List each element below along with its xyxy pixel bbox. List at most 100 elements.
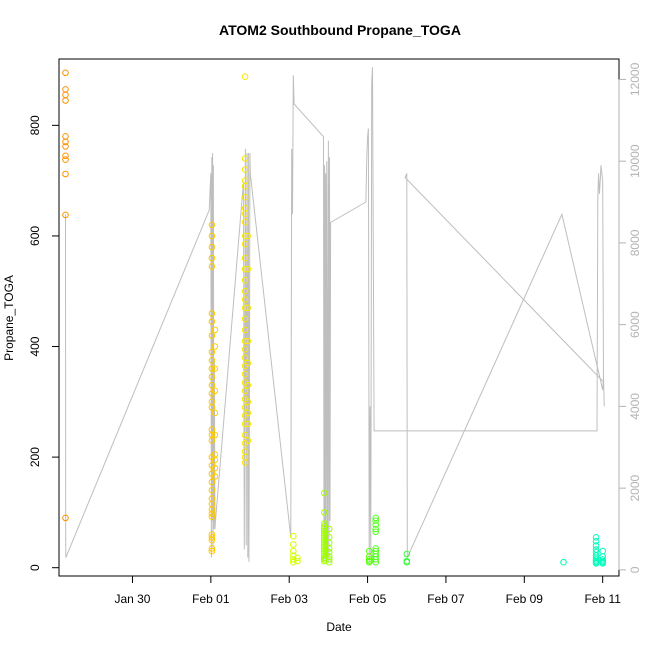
secondary-line-layer bbox=[65, 67, 605, 562]
data-point bbox=[208, 310, 216, 317]
y-tick-label: 800 bbox=[28, 115, 42, 135]
data-point bbox=[241, 387, 249, 395]
data-point bbox=[321, 539, 328, 546]
data-point bbox=[211, 456, 219, 464]
data-point bbox=[321, 509, 328, 516]
data-point bbox=[290, 558, 297, 566]
data-point bbox=[208, 545, 216, 552]
data-point bbox=[244, 437, 252, 444]
data-point bbox=[321, 522, 328, 530]
x-tick-label: Feb 11 bbox=[584, 592, 621, 606]
plot-frame bbox=[58, 58, 620, 577]
data-point bbox=[290, 547, 297, 555]
data-point bbox=[290, 556, 297, 563]
data-point bbox=[62, 156, 69, 163]
data-point bbox=[208, 536, 216, 544]
x-tick-label: Feb 05 bbox=[349, 592, 387, 606]
y-tick-label: 600 bbox=[28, 226, 42, 246]
data-point bbox=[241, 354, 249, 361]
data-point bbox=[241, 448, 249, 455]
data-point bbox=[62, 152, 69, 160]
data-point bbox=[241, 431, 249, 439]
data-point bbox=[211, 387, 219, 395]
data-point bbox=[321, 545, 328, 553]
data-point bbox=[208, 232, 216, 240]
y2-tick-label: 12000 bbox=[628, 62, 642, 96]
data-point bbox=[325, 556, 333, 563]
data-point bbox=[241, 420, 249, 428]
data-point bbox=[241, 73, 249, 80]
data-point bbox=[241, 232, 249, 240]
data-point bbox=[208, 437, 216, 444]
data-point bbox=[592, 537, 600, 545]
data-point bbox=[372, 558, 380, 566]
data-point bbox=[321, 530, 328, 537]
data-point bbox=[403, 558, 411, 566]
y-tick-label: 400 bbox=[28, 336, 42, 356]
data-point bbox=[560, 558, 567, 566]
data-point bbox=[244, 398, 252, 406]
x-tick-label: Feb 07 bbox=[427, 592, 465, 606]
data-point bbox=[211, 365, 219, 372]
data-point bbox=[321, 550, 328, 557]
data-point bbox=[294, 557, 301, 565]
data-point bbox=[241, 315, 249, 323]
data-point bbox=[325, 545, 333, 552]
data-point bbox=[372, 517, 380, 525]
data-point bbox=[211, 473, 219, 480]
data-point bbox=[241, 218, 249, 226]
data-point bbox=[241, 193, 249, 201]
data-point bbox=[592, 560, 600, 567]
data-point bbox=[592, 534, 600, 541]
data-point bbox=[62, 86, 69, 93]
data-point bbox=[403, 550, 411, 558]
data-point bbox=[208, 547, 216, 555]
secondary-series-line bbox=[65, 67, 605, 562]
data-point bbox=[241, 155, 249, 162]
data-point bbox=[241, 182, 249, 190]
data-point bbox=[244, 304, 252, 312]
data-point bbox=[62, 97, 69, 104]
data-point bbox=[241, 287, 249, 295]
data-point bbox=[241, 346, 249, 353]
data-point bbox=[244, 420, 252, 428]
data-point bbox=[244, 337, 252, 345]
data-point bbox=[208, 254, 216, 262]
data-point bbox=[599, 560, 607, 567]
data-point bbox=[290, 532, 297, 540]
data-point bbox=[241, 254, 249, 262]
x-tick-label: Jan 30 bbox=[114, 592, 150, 606]
data-point bbox=[321, 536, 328, 544]
data-point bbox=[244, 409, 252, 417]
data-point bbox=[321, 547, 328, 555]
data-point bbox=[208, 263, 216, 270]
scatter-points bbox=[62, 69, 607, 567]
data-point bbox=[208, 534, 216, 541]
data-point bbox=[211, 431, 219, 439]
y-axis-label: Propane_TOGA bbox=[2, 275, 16, 361]
data-point bbox=[372, 514, 380, 522]
data-point bbox=[62, 69, 69, 77]
data-point bbox=[241, 166, 249, 173]
data-point bbox=[372, 525, 380, 533]
data-point bbox=[62, 211, 69, 219]
y2-tick-label: 8000 bbox=[628, 229, 642, 256]
data-point bbox=[208, 357, 216, 364]
data-point bbox=[244, 381, 252, 389]
x-axis: Jan 30 Feb 01 Feb 03 Feb 05 Feb 07 Feb 09 Feb … bbox=[114, 575, 621, 606]
data-point bbox=[321, 534, 328, 542]
y2-tick-label: 10000 bbox=[628, 144, 642, 178]
y2-tick-label: 2000 bbox=[628, 474, 642, 501]
x-tick-label: Feb 03 bbox=[271, 592, 309, 606]
data-point bbox=[208, 513, 216, 521]
data-point bbox=[321, 489, 328, 497]
secondary-y-axis: 0 2000 4000 6000 8000 10000 12000 bbox=[618, 62, 642, 573]
data-point bbox=[208, 348, 216, 356]
y-tick-label: 200 bbox=[28, 447, 42, 467]
data-point bbox=[208, 373, 216, 381]
y2-tick-label: 0 bbox=[628, 566, 642, 573]
data-point bbox=[244, 359, 252, 367]
data-point bbox=[208, 506, 216, 513]
data-point bbox=[208, 510, 216, 517]
data-point bbox=[208, 404, 216, 411]
